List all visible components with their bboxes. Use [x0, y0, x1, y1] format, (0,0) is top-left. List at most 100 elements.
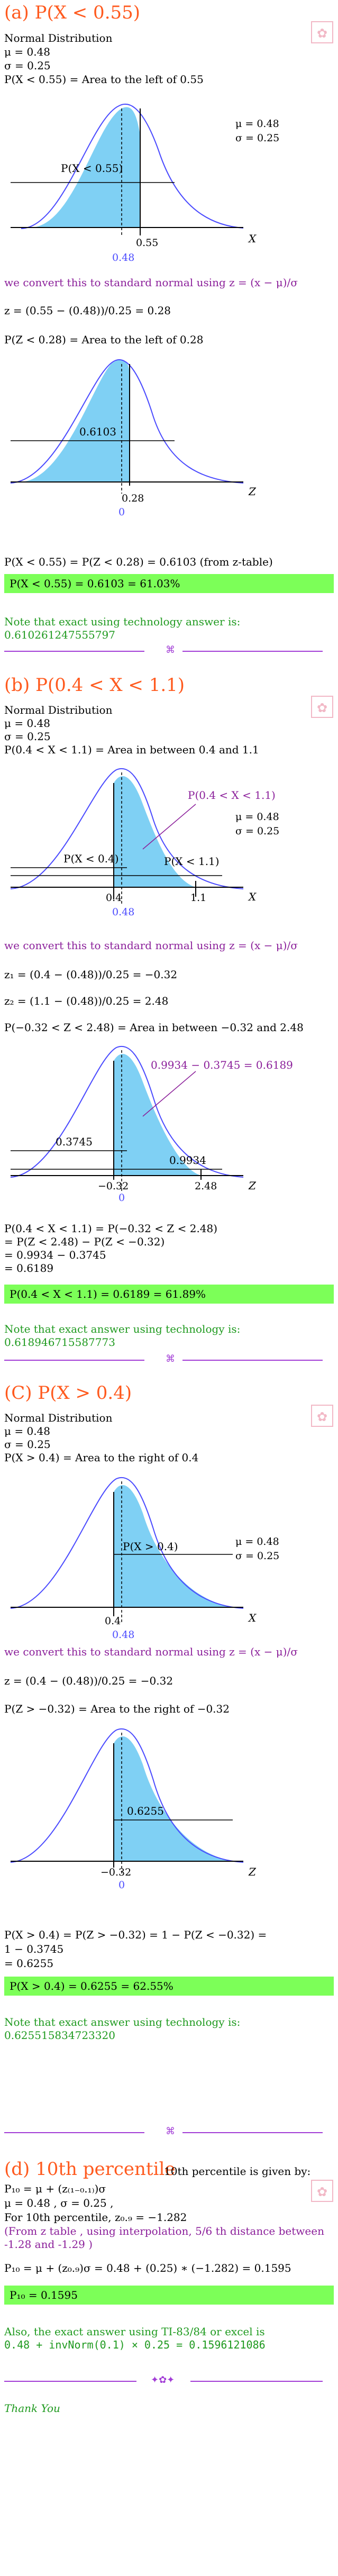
- section-d-note: (From z table , using interpolation, 5/6…: [4, 2225, 324, 2251]
- section-b-title: (b) P(0.4 < X < 1.1): [4, 675, 185, 696]
- shaded-area: [114, 776, 196, 887]
- answer-banner: P(X > 0.4) = 0.6255 = 62.55%: [4, 1977, 334, 1996]
- normal-curve: [10, 768, 244, 889]
- section-a-graph-2: 0.6103 0.28 0 Z: [10, 359, 257, 518]
- separator: [4, 2132, 144, 2133]
- axis-label: Z: [248, 1865, 257, 1878]
- axis-label: Z: [248, 1179, 257, 1192]
- axis-label: Z: [248, 485, 257, 498]
- section-d-line: μ = 0.48 , σ = 0.25 ,: [4, 2197, 114, 2209]
- callout-label: 0.9934 − 0.3745 = 0.6189: [151, 1059, 293, 1071]
- section-b-graph-2: 0.9934 − 0.3745 = 0.6189 0.3745 0.9934 −…: [10, 1046, 293, 1204]
- pz-text: P(Z > −0.32) = Area to the right of −0.3…: [4, 1703, 230, 1715]
- right-area-label: 0.9934: [169, 1154, 206, 1167]
- shaded-area: [32, 107, 140, 227]
- x-tick-value: 0.55: [136, 237, 158, 249]
- sigma-label: σ = 0.25: [235, 132, 279, 144]
- section-a-line: σ = 0.25: [4, 59, 51, 72]
- section-b-line: Normal Distribution: [4, 704, 113, 716]
- section-c-graph-2: 0.6255 −0.32 0 Z: [10, 1728, 257, 1891]
- section-a-line: μ = 0.48: [4, 45, 51, 58]
- pz-text: P(Z < 0.28) = Area to the left of 0.28: [4, 333, 204, 346]
- watermark-logo: ✿: [311, 1405, 333, 1427]
- left-area-label: P(X < 0.4): [63, 852, 119, 865]
- tech-note: Note that exact answer using technology …: [4, 1323, 241, 1349]
- tech-formula: 0.48 + invNorm(0.1) × 0.25 = 0.159612108…: [4, 2338, 266, 2351]
- separator: [4, 651, 144, 652]
- callout-line: [142, 804, 196, 850]
- separator: [190, 2381, 323, 2382]
- separator: [182, 651, 323, 652]
- mu-label: μ = 0.48: [235, 811, 279, 823]
- z1-formula: z₁ = (0.4 − (0.48))/0.25 = −0.32: [4, 968, 178, 981]
- section-d-line: P₁₀ = μ + (z₍₁₋₀.₁₎)σ: [4, 2182, 106, 2195]
- answer-banner: P(X < 0.55) = 0.6103 = 61.03%: [4, 574, 334, 593]
- section-a-title: (a) P(X < 0.55): [4, 2, 141, 23]
- section-c-line: σ = 0.25: [4, 1438, 51, 1451]
- z-tick-right: 2.48: [195, 1180, 217, 1192]
- z-formula: z = (0.55 − (0.48))/0.25 = 0.28: [4, 304, 171, 317]
- z-tick-zero: 0: [118, 1192, 125, 1204]
- step-line: P(X > 0.4) = P(Z > −0.32) = 1 − P(Z < −0…: [4, 1928, 267, 1941]
- step-line: = 0.6255: [4, 1957, 54, 1970]
- sigma-label: σ = 0.25: [235, 1550, 279, 1562]
- section-d-title: (d) 10th percentile: [4, 2159, 176, 2180]
- shaded-area: [114, 1736, 235, 1861]
- section-b-line: P(0.4 < X < 1.1) = Area in between 0.4 a…: [4, 743, 259, 756]
- axis-label: X: [248, 232, 257, 245]
- convert-text: we convert this to standard normal using…: [4, 939, 298, 952]
- watermark-logo: ✿: [311, 696, 333, 718]
- convert-text: we convert this to standard normal using…: [4, 276, 298, 289]
- section-c-title: (C) P(X > 0.4): [4, 1382, 132, 1404]
- normal-curve: [10, 1477, 244, 1609]
- area-label: 0.6103: [79, 425, 116, 438]
- x-tick-mean: 0.48: [112, 252, 134, 262]
- separator: [182, 2132, 323, 2133]
- section-b-line: μ = 0.48: [4, 717, 51, 730]
- separator: [4, 1360, 144, 1361]
- section-c-line: μ = 0.48: [4, 1425, 51, 1437]
- x-tick-mean: 0.48: [112, 1629, 134, 1641]
- x-tick-right: 1.1: [190, 892, 206, 904]
- area-label: 0.6255: [127, 1805, 164, 1817]
- right-area-label: P(X < 1.1): [164, 855, 220, 868]
- tech-note: Also, the exact answer using TI-83/84 or…: [4, 2325, 265, 2338]
- section-d-calc: P₁₀ = μ + (z₀.₉)σ = 0.48 + (0.25) ∗ (−1.…: [4, 2262, 291, 2274]
- tech-note: Note that exact answer using technology …: [4, 2016, 241, 2042]
- normal-curve: [21, 103, 244, 229]
- section-c-graph-1: P(X > 0.4) μ = 0.48 σ = 0.25 0.4 0.48 X: [10, 1477, 279, 1641]
- shaded-area: [114, 1485, 235, 1607]
- separator: [182, 1360, 323, 1361]
- section-c-line: P(X > 0.4) = Area to the right of 0.4: [4, 1451, 199, 1464]
- z-tick-value: 0.28: [122, 493, 144, 504]
- sigma-label: σ = 0.25: [235, 825, 279, 837]
- x-tick-left: 0.4: [106, 892, 122, 904]
- convert-text: we convert this to standard normal using…: [4, 1645, 298, 1658]
- z-formula: z = (0.4 − (0.48))/0.25 = −0.32: [4, 1674, 173, 1687]
- area-label: P(X > 0.4): [123, 1540, 178, 1553]
- callout-label: P(0.4 < X < 1.1): [188, 789, 276, 802]
- callout-line: [142, 1071, 196, 1117]
- area-label: P(X < 0.55): [61, 162, 123, 175]
- step-line: = 0.6189: [4, 1262, 54, 1275]
- section-a-graph-1: P(X < 0.55) μ = 0.48 σ = 0.25 0.55 0.48 …: [11, 103, 279, 262]
- separator: [4, 2381, 136, 2382]
- mu-label: μ = 0.48: [235, 1536, 279, 1548]
- shaded-area: [21, 359, 130, 482]
- step-line: = 0.9934 − 0.3745: [4, 1249, 106, 1261]
- z-tick-zero: 0: [118, 1879, 125, 1891]
- step-line: P(0.4 < X < 1.1) = P(−0.32 < Z < 2.48): [4, 1222, 218, 1235]
- axis-label: X: [248, 890, 257, 903]
- section-d-for: For 10th percentile, z₀.₉ = −1.282: [4, 2211, 187, 2224]
- separator-ornament: ⌘: [166, 1353, 175, 1364]
- section-b-line: σ = 0.25: [4, 730, 51, 743]
- normal-curve: [10, 359, 244, 484]
- separator-ornament: ⌘: [166, 2126, 175, 2137]
- thank-you: Thank You: [4, 2402, 60, 2415]
- answer-banner: P₁₀ = 0.1595: [4, 2286, 334, 2305]
- section-a-line: P(X < 0.55) = Area to the left of 0.55: [4, 73, 204, 86]
- answer-banner: P(0.4 < X < 1.1) = 0.6189 = 61.89%: [4, 1285, 334, 1304]
- section-d-intro: 10th percentile is given by:: [164, 2165, 311, 2178]
- section-b-graph-1: P(0.4 < X < 1.1) P(X < 0.4) P(X < 1.1) μ…: [10, 768, 279, 918]
- mu-label: μ = 0.48: [235, 118, 279, 130]
